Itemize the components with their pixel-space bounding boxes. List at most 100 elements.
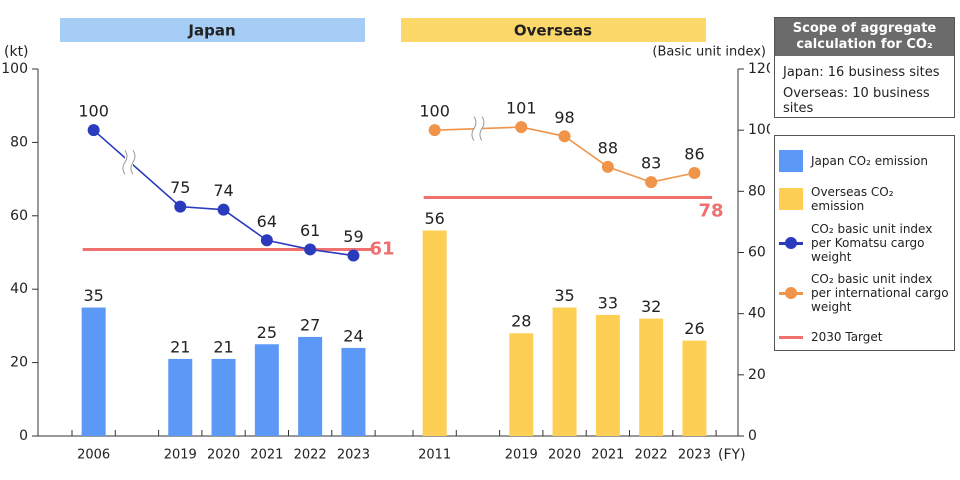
bar-value-label: 35: [83, 286, 103, 305]
x-tick-label: 2023: [337, 448, 370, 463]
bar-value-label: 35: [554, 286, 574, 305]
y2-tick-label: 0: [748, 428, 757, 444]
bar-value-label: 25: [257, 323, 277, 342]
line-point: [558, 130, 571, 143]
line: [434, 126, 695, 183]
line-point: [428, 124, 441, 137]
legend-item: CO₂ basic unit index per Komatsu cargo w…: [779, 222, 950, 264]
x-tick-label: 2020: [548, 448, 581, 463]
bar: [298, 336, 323, 436]
y2-tick-label: 60: [748, 245, 766, 261]
bar: [211, 358, 236, 436]
line-point: [217, 203, 230, 216]
bar-value-label: 33: [598, 293, 618, 312]
bar: [168, 358, 193, 436]
panel-title: Japan: [187, 22, 235, 40]
bar-value-label: 56: [424, 209, 444, 228]
x-tick-label: 2020: [207, 448, 240, 463]
line-point: [347, 249, 360, 262]
line-point: [174, 200, 187, 213]
x-tick-label: 2011: [418, 448, 451, 463]
legend-label: Overseas CO₂ emission: [811, 185, 894, 213]
legend-label: Japan CO₂ emission: [811, 154, 928, 168]
break-bg: [473, 116, 482, 141]
scope-box: Scope of aggregate calculation for CO₂ J…: [774, 17, 955, 118]
break-mark: [471, 116, 485, 141]
y2-tick-label: 80: [748, 183, 766, 199]
bar-value-label: 28: [511, 312, 531, 331]
x-tick-label: 2006: [77, 448, 110, 463]
line-value-label: 74: [213, 181, 233, 200]
line-point: [87, 124, 100, 137]
legend-item: CO₂ basic unit index per international c…: [779, 272, 950, 314]
line-point: [260, 234, 273, 247]
y2-tick-label: 40: [748, 306, 766, 322]
break-mark: [122, 150, 136, 175]
line-value-label: 88: [598, 138, 618, 157]
target-label: 61: [369, 238, 394, 259]
legend-item: 2030 Target: [779, 322, 950, 352]
y2-axis-label: (Basic unit index): [652, 45, 766, 60]
legend-label: 2030 Target: [811, 330, 883, 344]
legend-line: [779, 336, 803, 339]
line-value-label: 98: [554, 108, 574, 127]
bar: [552, 307, 577, 436]
line-value-label: 59: [343, 227, 363, 246]
bar: [509, 333, 534, 436]
chart: (kt) (Basic unit index) 0 20 40 60 80 100 0 20 40 6…: [1, 18, 770, 463]
x-axis-label: (FY): [718, 447, 746, 463]
bar-value-label: 26: [684, 319, 704, 338]
legend-label: CO₂ basic unit index per Komatsu cargo w…: [811, 222, 933, 264]
bar: [422, 230, 447, 436]
bar-value-label: 21: [170, 337, 190, 356]
bar: [254, 344, 279, 436]
line-point: [645, 176, 658, 189]
y-tick-label: 100: [1, 61, 28, 77]
y2-tick-label: 120: [748, 61, 770, 77]
line-point: [601, 160, 614, 173]
bar: [81, 307, 106, 436]
legend-label: CO₂ basic unit index per international c…: [811, 272, 949, 314]
legend: Japan CO₂ emission Overseas CO₂ emission C…: [774, 135, 955, 351]
bar-value-label: 27: [300, 315, 320, 334]
y-tick-label: 40: [10, 281, 28, 297]
legend-dot: [785, 237, 797, 249]
legend-swatch: [779, 282, 803, 304]
bar-value-label: 21: [213, 337, 233, 356]
y-tick-label: 0: [19, 428, 28, 444]
y2-tick-label: 20: [748, 367, 766, 383]
x-tick-label: 2019: [164, 448, 197, 463]
line-point: [304, 243, 317, 256]
bar: [639, 318, 664, 436]
panel-title: Overseas: [514, 22, 592, 40]
line: [93, 129, 354, 257]
legend-swatch: [779, 326, 803, 348]
legend-swatch: [779, 232, 803, 254]
y-tick-label: 60: [10, 208, 28, 224]
x-tick-label: 2021: [591, 448, 624, 463]
line-value-label: 100: [78, 102, 109, 121]
y-tick-label: 20: [10, 355, 28, 371]
line-value-label: 86: [684, 144, 704, 163]
target-label: 78: [698, 200, 723, 221]
line-value-label: 83: [641, 154, 661, 173]
x-tick-label: 2022: [635, 448, 668, 463]
bar: [682, 340, 707, 436]
axis-break: [122, 150, 136, 175]
line-point: [515, 121, 528, 134]
line-value-label: 75: [170, 178, 190, 197]
y-tick-label: 80: [10, 134, 28, 150]
bar: [595, 314, 620, 436]
legend-item: Overseas CO₂ emission: [779, 184, 950, 214]
legend-swatch: [779, 188, 803, 210]
line-value-label: 100: [419, 102, 450, 121]
y-axis-label: (kt): [4, 44, 29, 60]
line-point: [688, 166, 701, 179]
panel-header: [60, 18, 365, 42]
line-value-label: 64: [257, 212, 277, 231]
scope-line: Overseas: 10 business sites: [783, 86, 930, 116]
scope-line: Japan: 16 business sites: [783, 65, 940, 80]
bar-value-label: 32: [641, 297, 661, 316]
line-value-label: 101: [506, 99, 537, 118]
